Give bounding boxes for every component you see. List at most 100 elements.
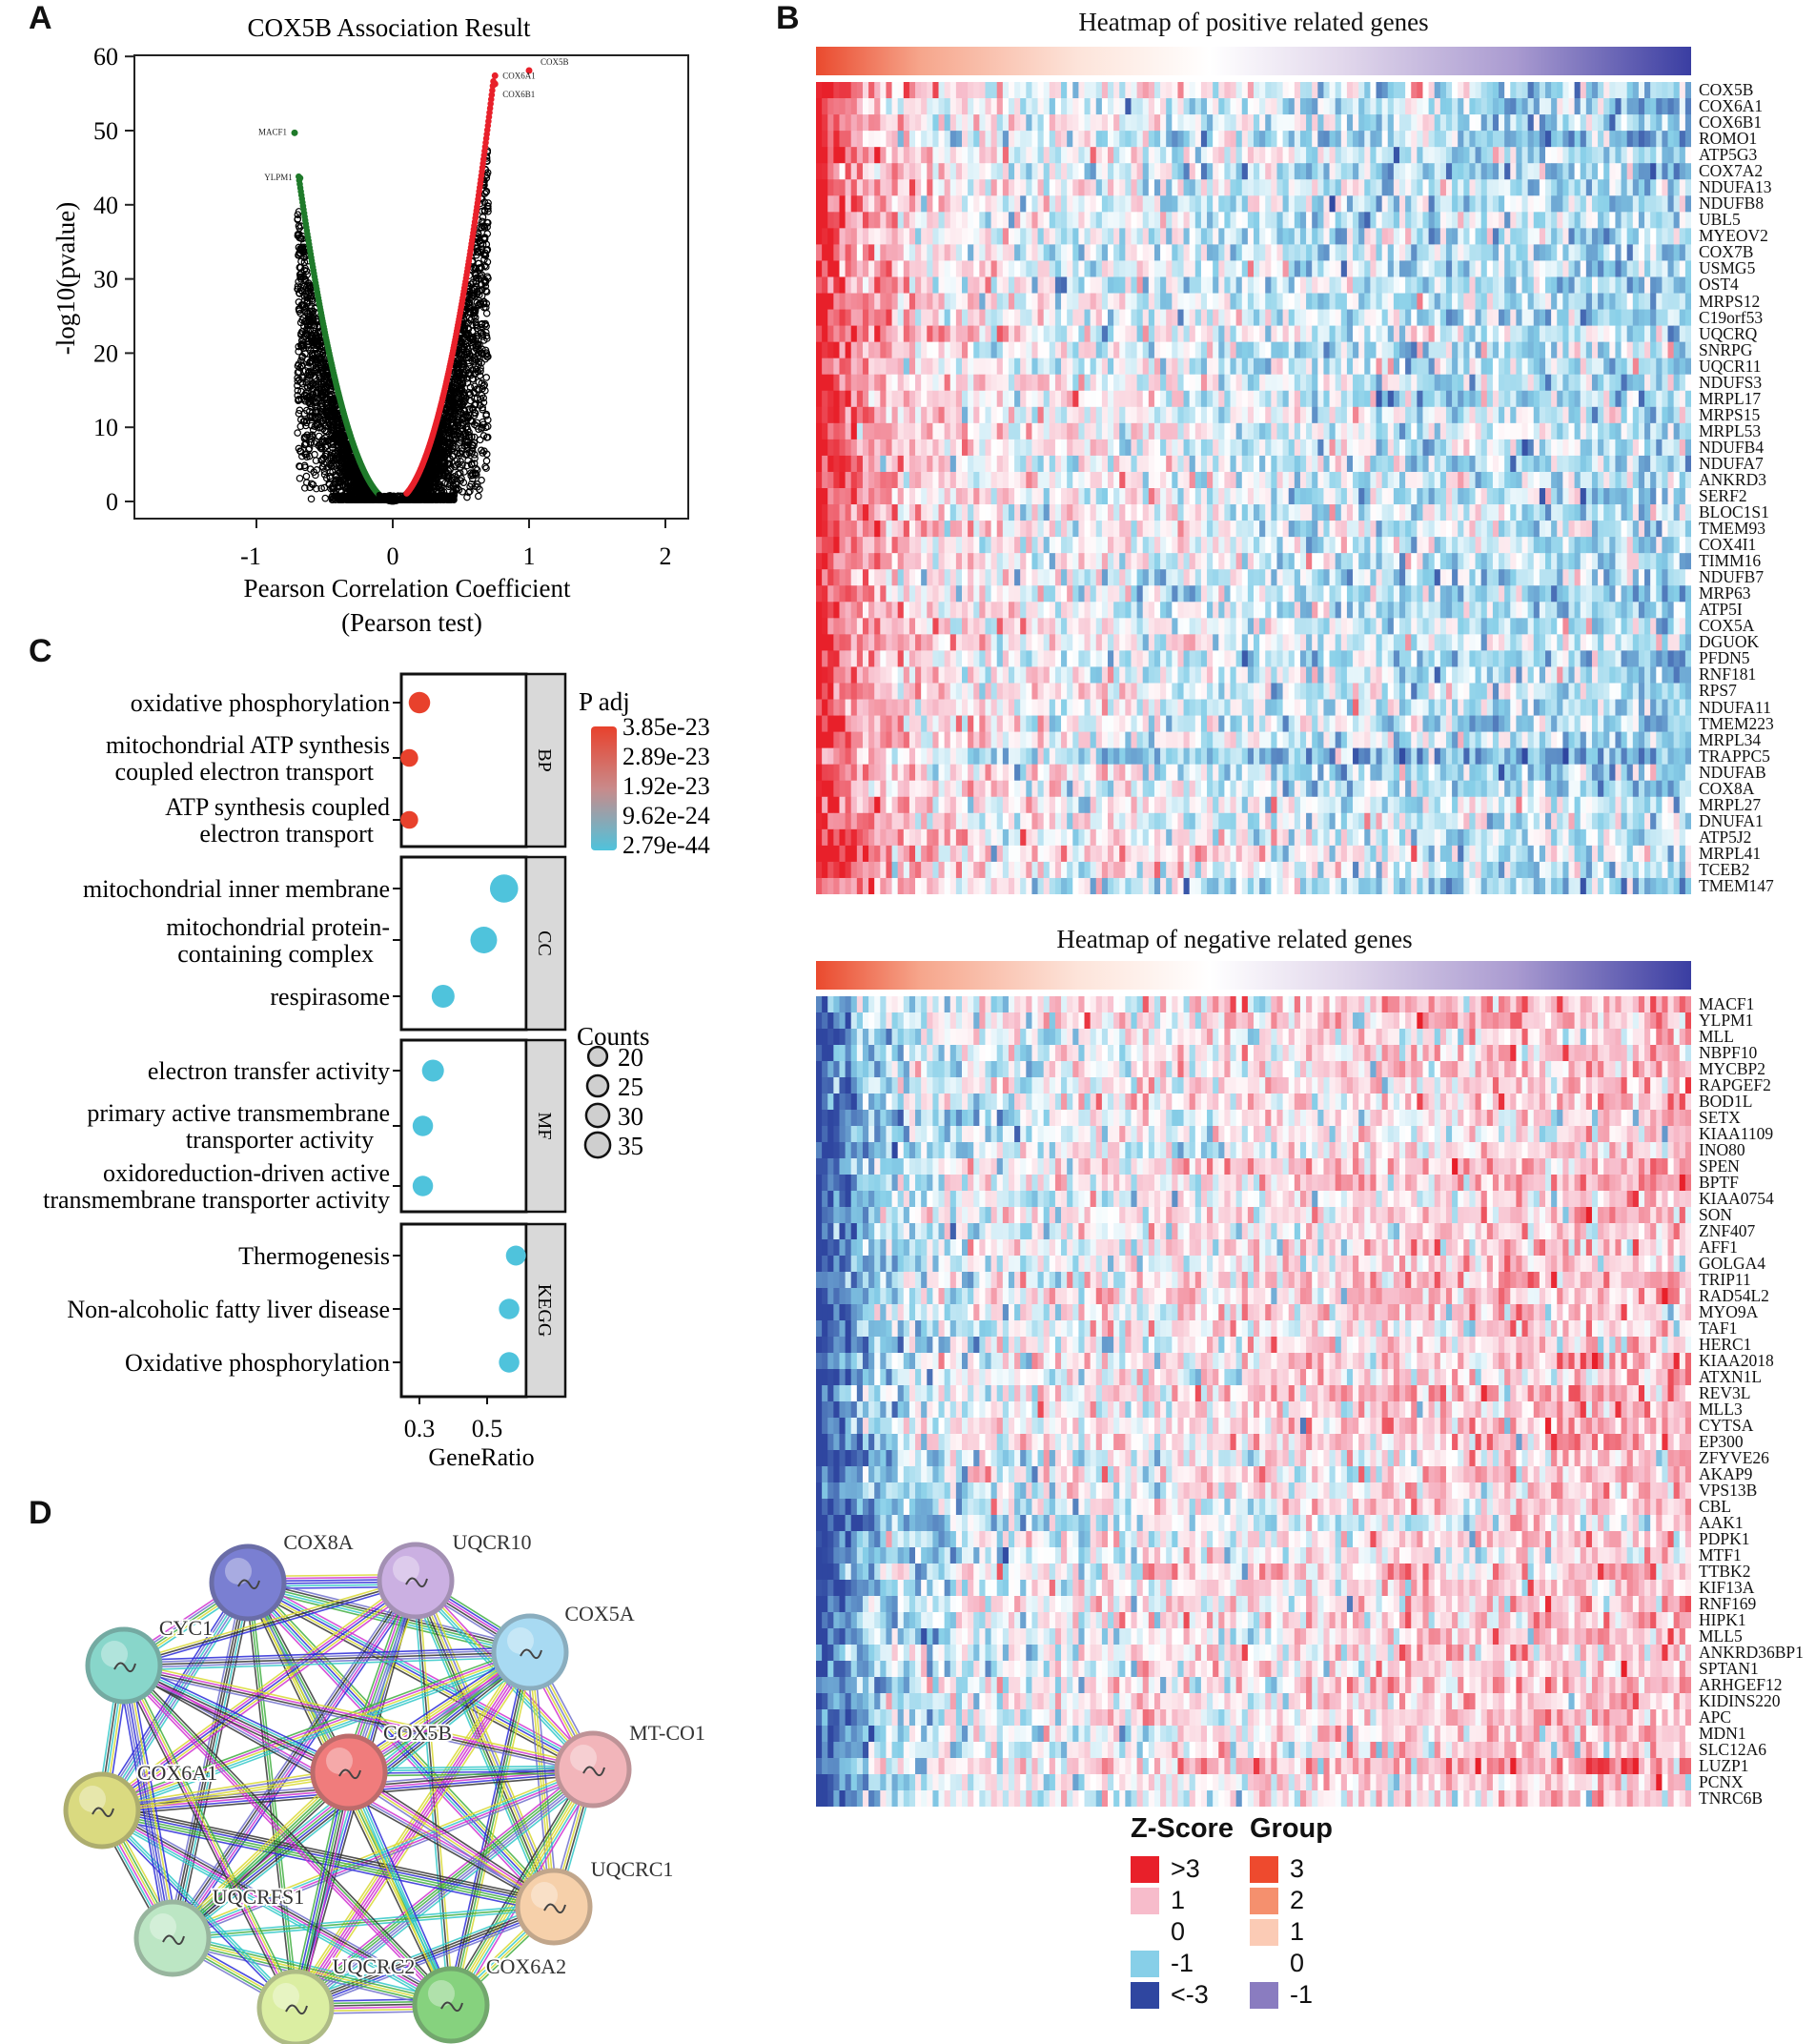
heatmap-cell: [1591, 114, 1599, 132]
heatmap-cell: [1527, 212, 1535, 229]
volcano-point: [483, 223, 491, 231]
heatmap-cell: [1346, 98, 1354, 115]
heatmap-cell: [1200, 82, 1208, 99]
heatmap-cell: [891, 195, 899, 213]
heatmap-cell: [1463, 195, 1470, 213]
heatmap-cell: [1247, 195, 1255, 213]
heatmap-cell: [1684, 163, 1691, 180]
heatmap-cell: [990, 195, 998, 213]
heatmap-cell: [1405, 98, 1412, 115]
heatmap-cell: [1299, 195, 1307, 213]
heatmap-cell: [1644, 179, 1651, 196]
heatmap-cell: [932, 195, 939, 213]
heatmap-cell: [1335, 179, 1342, 196]
heatmap-cell: [944, 98, 951, 115]
volcano-point: [459, 335, 467, 343]
volcano-point: [439, 416, 448, 423]
volcano-point: [295, 222, 303, 230]
heatmap-cell: [1667, 228, 1675, 245]
volcano-point: [423, 493, 431, 501]
heatmap-cell: [1621, 212, 1628, 229]
heatmap-cell: [827, 195, 834, 213]
heatmap-cell: [1381, 98, 1389, 115]
heatmap-cell: [1439, 212, 1447, 229]
heatmap-cell: [932, 163, 939, 180]
heatmap-cell: [1020, 212, 1027, 229]
heatmap-cell: [1527, 98, 1535, 115]
heatmap-cell: [1136, 131, 1144, 148]
y-tick-label: 40: [93, 192, 118, 219]
volcano-point: [343, 455, 352, 463]
volcano-point: [339, 480, 348, 489]
heatmap-cell: [1072, 131, 1079, 148]
heatmap-cell: [1626, 212, 1634, 229]
heatmap-cell: [1510, 163, 1517, 180]
heatmap-cell: [1463, 131, 1470, 148]
volcano-point: [481, 355, 489, 363]
heatmap-cell: [1172, 179, 1178, 196]
heatmap-cell: [1125, 147, 1132, 164]
heatmap-cell: [979, 147, 986, 164]
heatmap-cell: [1288, 179, 1296, 196]
heatmap-cell: [1317, 163, 1324, 180]
heatmap-cell: [1480, 163, 1488, 180]
heatmap-cell: [1224, 228, 1231, 245]
heatmap-cell: [891, 163, 899, 180]
heatmap-cell: [1510, 212, 1517, 229]
heatmap-cell: [1189, 163, 1196, 180]
heatmap-cell: [1364, 82, 1371, 99]
heatmap-cell: [850, 212, 858, 229]
volcano-point: [299, 322, 308, 330]
heatmap-cell: [856, 179, 864, 196]
heatmap-cell: [1603, 212, 1610, 229]
heatmap-cell: [996, 147, 1004, 164]
heatmap-cell: [1014, 228, 1021, 245]
x-tick-label: 2: [660, 542, 672, 570]
heatmap-cell: [1235, 228, 1243, 245]
heatmap-cell: [985, 163, 991, 180]
heatmap-cell: [1387, 228, 1395, 245]
heatmap-cell: [903, 147, 910, 164]
heatmap-cell: [962, 163, 969, 180]
heatmap-cell: [949, 195, 957, 213]
heatmap-cell: [1153, 179, 1161, 196]
heatmap-cell: [1329, 82, 1336, 99]
heatmap-cell: [1679, 212, 1686, 229]
heatmap-cell: [1306, 131, 1313, 148]
heatmap-cell: [973, 82, 980, 99]
heatmap-cell: [1288, 98, 1296, 115]
heatmap-cell: [1317, 212, 1324, 229]
volcano-point: [319, 388, 327, 397]
heatmap-cell: [1247, 98, 1255, 115]
heatmap-cell: [1662, 147, 1668, 164]
heatmap-cell: [886, 98, 892, 115]
heatmap-cell: [874, 131, 881, 148]
volcano-point: [294, 377, 302, 385]
heatmap-cell: [1662, 114, 1668, 132]
heatmap-cell: [1148, 114, 1155, 132]
volcano-point: [294, 211, 302, 218]
heatmap-cell: [1463, 147, 1470, 164]
heatmap-cell: [1364, 163, 1371, 180]
y-tick-label: 50: [93, 117, 118, 145]
heatmap-cell: [1142, 147, 1150, 164]
volcano-point: [452, 388, 460, 396]
heatmap-cell: [827, 147, 834, 164]
heatmap-cell: [1294, 179, 1301, 196]
volcano-point-label: COX6A1: [502, 71, 536, 80]
heatmap-cell: [827, 82, 834, 99]
heatmap-cell: [1656, 114, 1663, 132]
heatmap-cell: [1411, 228, 1418, 245]
heatmap-cell: [985, 131, 991, 148]
heatmap-cell: [1323, 179, 1330, 196]
heatmap-cell: [1580, 163, 1587, 180]
heatmap-cell: [827, 131, 834, 148]
heatmap-cell: [1119, 114, 1126, 132]
heatmap-cell: [1667, 98, 1675, 115]
heatmap-cell: [1609, 163, 1616, 180]
heatmap-cell: [1673, 228, 1681, 245]
heatmap-cell: [1393, 131, 1400, 148]
volcano-point: [482, 374, 491, 381]
heatmap-cell: [1026, 195, 1032, 213]
heatmap-cell: [1603, 82, 1610, 99]
